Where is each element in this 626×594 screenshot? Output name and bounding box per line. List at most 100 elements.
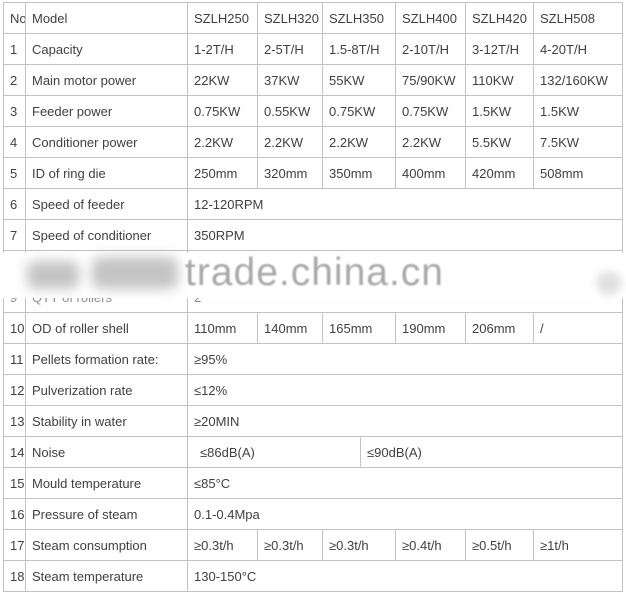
row-number-cell: 13 <box>3 405 26 437</box>
row-label-cell: OD of roller shell <box>25 312 188 344</box>
table-row-steam-consumption: 17 Steam consumption ≥0.3t/h ≥0.3t/h ≥0.… <box>3 529 623 561</box>
row-label-cell: Steam consumption <box>25 529 188 561</box>
table-row-main-motor-power: 2 Main motor power 22KW 37KW 55KW 75/90K… <box>3 64 623 96</box>
value-cell: 420mm <box>465 157 534 189</box>
table-row-feeder-power: 3 Feeder power 0.75KW 0.55KW 0.75KW 0.75… <box>3 95 623 127</box>
value-cell-split: ≤86dB(A) ≤90dB(A) <box>187 436 623 468</box>
value-cell: 0.75KW <box>395 95 466 127</box>
table-row-conditioner-power: 4 Conditioner power 2.2KW 2.2KW 2.2KW 2.… <box>3 126 623 158</box>
row-number-cell: 12 <box>3 374 26 406</box>
row-number-cell: 6 <box>3 188 26 220</box>
row-label-cell: Noise <box>25 436 188 468</box>
value-cell: 2-10T/H <box>395 33 466 65</box>
header-row: No. Model SZLH250 SZLH320 SZLH350 SZLH40… <box>3 2 623 34</box>
value-cell: 37KW <box>257 64 323 96</box>
value-cell: 250mm <box>187 157 258 189</box>
blurred-logo-smudge-left <box>27 261 79 289</box>
value-cell-span: ≤85°C <box>187 467 623 499</box>
row-label-cell: ID of ring die <box>25 157 188 189</box>
row-label-cell: Steam temperature <box>25 560 188 592</box>
value-cell-span: 0.1-0.4Mpa <box>187 498 623 530</box>
spec-table: No. Model SZLH250 SZLH320 SZLH350 SZLH40… <box>3 2 623 592</box>
value-cell: 110mm <box>187 312 258 344</box>
value-cell: 3-12T/H <box>465 33 534 65</box>
value-cell: 1.5-8T/H <box>322 33 396 65</box>
value-cell: 4-20T/H <box>533 33 623 65</box>
value-cell: / <box>533 312 623 344</box>
value-cell: ≥0.3t/h <box>257 529 323 561</box>
value-cell: 5.5KW <box>465 126 534 158</box>
row-number-cell: 5 <box>3 157 26 189</box>
row-label-cell: Feeder power <box>25 95 188 127</box>
header-model-column: SZLH320 <box>257 2 323 34</box>
row-label-cell: Main motor power <box>25 64 188 96</box>
value-cell: 7.5KW <box>533 126 623 158</box>
row-label-cell: Capacity <box>25 33 188 65</box>
row-number-cell: 11 <box>3 343 26 375</box>
row-label-cell: Pressure of steam <box>25 498 188 530</box>
row-label-cell: Conditioner power <box>25 126 188 158</box>
value-cell: 2-5T/H <box>257 33 323 65</box>
watermark-overlay: trade.china.cn <box>0 251 626 298</box>
value-cell: ≥0.3t/h <box>322 529 396 561</box>
value-cell: 165mm <box>322 312 396 344</box>
noise-value-low: ≤86dB(A) <box>194 437 361 467</box>
value-cell: 206mm <box>465 312 534 344</box>
table-row-id-of-ring-die: 5 ID of ring die 250mm 320mm 350mm 400mm… <box>3 157 623 189</box>
value-cell: ≥0.5t/h <box>465 529 534 561</box>
row-number-cell: 15 <box>3 467 26 499</box>
row-label-cell: Pulverization rate <box>25 374 188 406</box>
value-cell: 110KW <box>465 64 534 96</box>
table-row-mould-temperature: 15 Mould temperature ≤85°C <box>3 467 623 499</box>
value-cell: 350mm <box>322 157 396 189</box>
table-row-pulverization-rate: 12 Pulverization rate ≤12% <box>3 374 623 406</box>
header-no: No. <box>3 2 26 34</box>
table-row-pressure-of-steam: 16 Pressure of steam 0.1-0.4Mpa <box>3 498 623 530</box>
value-cell: 75/90KW <box>395 64 466 96</box>
row-number-cell: 16 <box>3 498 26 530</box>
table-row-steam-temperature: 18 Steam temperature 130-150°C <box>3 560 623 592</box>
value-cell: 55KW <box>322 64 396 96</box>
noise-value-high: ≤90dB(A) <box>367 444 422 460</box>
row-number-cell: 10 <box>3 312 26 344</box>
header-model-column: SZLH400 <box>395 2 466 34</box>
value-cell: 190mm <box>395 312 466 344</box>
value-cell-span: ≤12% <box>187 374 623 406</box>
value-cell: 508mm <box>533 157 623 189</box>
value-cell: 2.2KW <box>187 126 258 158</box>
row-label-cell: Speed of feeder <box>25 188 188 220</box>
value-cell: 1.5KW <box>533 95 623 127</box>
row-label-cell: Stability in water <box>25 405 188 437</box>
value-cell: 2.2KW <box>395 126 466 158</box>
table-row-speed-of-feeder: 6 Speed of feeder 12-120RPM <box>3 188 623 220</box>
value-cell: ≥1t/h <box>533 529 623 561</box>
watermark-text: trade.china.cn <box>185 251 444 294</box>
row-number-cell: 18 <box>3 560 26 592</box>
row-number-cell: 4 <box>3 126 26 158</box>
row-number-cell: 17 <box>3 529 26 561</box>
header-model-column: SZLH350 <box>322 2 396 34</box>
value-cell-span: ≥20MIN <box>187 405 623 437</box>
table-row-capacity: 1 Capacity 1-2T/H 2-5T/H 1.5-8T/H 2-10T/… <box>3 33 623 65</box>
row-number-cell: 7 <box>3 219 26 251</box>
table-row-noise: 14 Noise ≤86dB(A) ≤90dB(A) <box>3 436 623 468</box>
row-label-cell: Mould temperature <box>25 467 188 499</box>
table-row-speed-of-conditioner: 7 Speed of conditioner 350RPM <box>3 219 623 251</box>
watermark-edge-artifact <box>596 271 622 295</box>
blurred-logo-smudge-right <box>92 257 178 289</box>
value-cell: 0.75KW <box>187 95 258 127</box>
row-number-cell: 3 <box>3 95 26 127</box>
value-cell: ≥0.4t/h <box>395 529 466 561</box>
value-cell: 400mm <box>395 157 466 189</box>
value-cell-span: 130-150°C <box>187 560 623 592</box>
value-cell: 132/160KW <box>533 64 623 96</box>
value-cell-span: 12-120RPM <box>187 188 623 220</box>
table-row-pellets-formation-rate: 11 Pellets formation rate: ≥95% <box>3 343 623 375</box>
row-number-cell: 2 <box>3 64 26 96</box>
value-cell: 1.5KW <box>465 95 534 127</box>
row-label-cell: Speed of conditioner <box>25 219 188 251</box>
row-number-cell: 1 <box>3 33 26 65</box>
header-model-column: SZLH420 <box>465 2 534 34</box>
value-cell: 1-2T/H <box>187 33 258 65</box>
